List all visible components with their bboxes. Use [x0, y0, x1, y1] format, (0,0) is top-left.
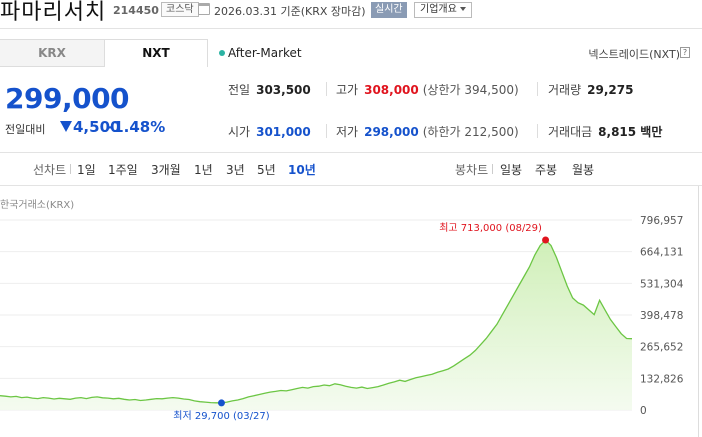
period-tab-10y[interactable]: 10년 [288, 163, 316, 177]
stat-value: 8,815 백만 [598, 125, 663, 139]
candle-chart-label: 봉차트 [455, 163, 489, 177]
period-tab-3y[interactable]: 3년 [226, 163, 245, 177]
stat-label: 고가 [336, 83, 359, 97]
stat-label: 시가 [228, 125, 251, 139]
stat-label: 거래대금 [548, 125, 593, 139]
min-annotation: 최저 29,700 (03/27) [173, 410, 269, 422]
stat-volume: 거래량 29,275 [548, 81, 633, 98]
stat-amount: 거래대금 8,815 백만 [548, 123, 662, 140]
calendar-icon [198, 3, 210, 15]
stat-open: 시가 301,000 [228, 123, 311, 140]
period-tab-1w[interactable]: 1주일 [108, 163, 138, 177]
candle-tab-monthly[interactable]: 월봉 [572, 163, 595, 177]
divider [326, 82, 327, 96]
price-area [0, 240, 632, 410]
tab-krx[interactable]: KRX [0, 39, 104, 67]
divider [326, 124, 327, 138]
chevron-down-icon [459, 7, 466, 11]
market-badge: 코스닥 [161, 2, 199, 17]
divider [492, 164, 493, 174]
stat-note: (상한가 394,500) [422, 83, 519, 97]
period-tab-1y[interactable]: 1년 [194, 163, 213, 177]
divider [70, 164, 71, 174]
line-chart-label: 선차트 [33, 163, 67, 177]
price-line [0, 239, 633, 404]
stat-value: 301,000 [256, 125, 311, 139]
stock-header: 파마리서치 214450 코스닥 2026.03.31 기준(KRX 장마감) … [0, 0, 702, 25]
min-point-marker[interactable] [217, 399, 225, 407]
stat-value: 308,000 [364, 83, 419, 97]
divider [537, 124, 538, 138]
candle-tab-weekly[interactable]: 주봉 [535, 163, 558, 177]
stat-low: 저가 298,000 (하한가 212,500) [336, 123, 519, 140]
period-tab-5y[interactable]: 5년 [257, 163, 276, 177]
stat-value: 29,275 [587, 83, 634, 97]
max-annotation: 최고 713,000 (08/29) [439, 222, 542, 234]
stat-value: 298,000 [364, 125, 419, 139]
change-percent: -1.48% [107, 118, 166, 136]
stat-note: (하한가 212,500) [422, 125, 519, 139]
period-tab-3m[interactable]: 3개월 [151, 163, 181, 177]
y-tick-label: 265,652 [640, 342, 683, 354]
chart-right-border [698, 186, 699, 437]
change-label: 전일대비 [5, 123, 46, 136]
realtime-button[interactable]: 실시간 [371, 2, 407, 18]
y-tick-label: 132,826 [640, 373, 684, 385]
provider-label: 넥스트레이드(NXT) [588, 48, 680, 61]
current-price: 299,000 [5, 82, 130, 115]
help-icon[interactable]: ? [680, 47, 690, 58]
period-tab-1d[interactable]: 1일 [77, 163, 96, 177]
change-value: 4,500 [73, 118, 121, 136]
candle-tab-daily[interactable]: 일봉 [500, 163, 523, 177]
divider [537, 82, 538, 96]
stat-label: 거래량 [548, 83, 582, 97]
stock-name[interactable]: 파마리서치 [0, 0, 107, 25]
divider [0, 185, 702, 186]
divider [0, 152, 702, 153]
stat-prev-close: 전일 303,500 [228, 81, 311, 98]
tab-nxt[interactable]: NXT [104, 39, 208, 67]
y-tick-label: 398,478 [640, 310, 683, 322]
down-triangle-icon [60, 121, 72, 132]
y-tick-label: 796,957 [640, 215, 683, 227]
divider [0, 28, 702, 29]
stock-code: 214450 [113, 4, 159, 17]
company-overview-button[interactable]: 기업개요 [414, 2, 472, 18]
date-text: 2026.03.31 기준(KRX 장마감) [214, 5, 366, 18]
chart-source-label: 한국거래소(KRX) [0, 200, 75, 211]
company-overview-label: 기업개요 [420, 4, 457, 15]
session-label: After-Market [228, 46, 302, 60]
max-point-marker[interactable] [542, 236, 550, 244]
y-axis-ticks: 796,957 664,131 531,304 398,478 265,652 132,8… [640, 215, 684, 417]
stat-label: 전일 [228, 83, 251, 97]
y-tick-label: 0 [640, 405, 647, 417]
price-area-chart[interactable]: 796,957 664,131 531,304 398,478 265,652 132,8… [0, 210, 698, 437]
y-tick-label: 531,304 [640, 278, 684, 290]
stat-label: 저가 [336, 125, 359, 139]
status-dot-icon [219, 50, 225, 56]
stat-high: 고가 308,000 (상한가 394,500) [336, 81, 519, 98]
y-tick-label: 664,131 [640, 247, 683, 259]
stat-value: 303,500 [256, 83, 311, 97]
